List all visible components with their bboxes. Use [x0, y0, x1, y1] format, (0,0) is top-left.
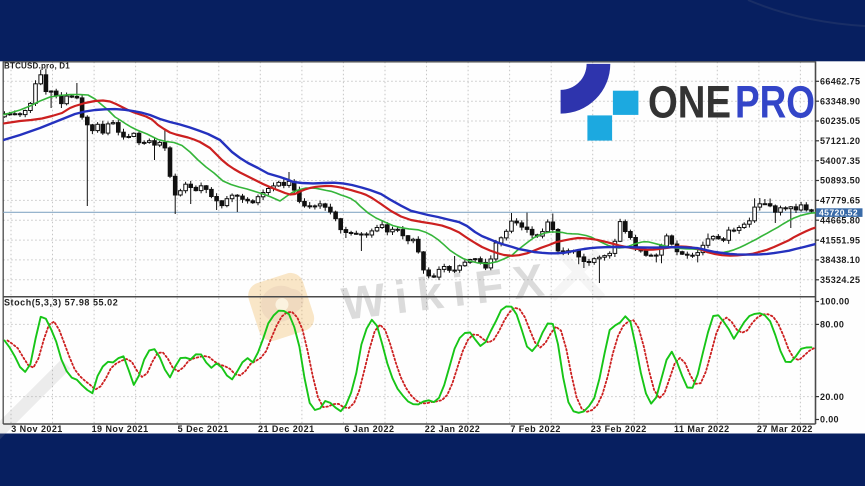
svg-text:19 Nov 2021: 19 Nov 2021 [92, 424, 149, 434]
svg-text:35324.25: 35324.25 [820, 275, 860, 285]
svg-text:66462.75: 66462.75 [820, 77, 860, 87]
svg-text:6 Jan 2022: 6 Jan 2022 [344, 424, 394, 434]
svg-text:100.00: 100.00 [820, 297, 850, 307]
svg-text:57121.20: 57121.20 [820, 136, 860, 146]
svg-text:50893.50: 50893.50 [820, 176, 860, 186]
svg-text:11 Mar 2022: 11 Mar 2022 [674, 424, 730, 434]
svg-text:3 Nov 2021: 3 Nov 2021 [11, 424, 63, 434]
svg-text:27 Mar 2022: 27 Mar 2022 [757, 424, 813, 434]
svg-text:38438.10: 38438.10 [820, 255, 860, 265]
svg-text:63348.90: 63348.90 [820, 96, 860, 106]
svg-text:7 Feb 2022: 7 Feb 2022 [510, 424, 561, 434]
svg-text:41551.95: 41551.95 [820, 235, 860, 245]
svg-text:47779.65: 47779.65 [820, 196, 860, 206]
svg-text:45720.52: 45720.52 [819, 207, 858, 217]
svg-text:PRO: PRO [735, 77, 815, 128]
svg-text:ONE: ONE [648, 77, 731, 128]
svg-text:Stoch(5,3,3) 57.98 55.02: Stoch(5,3,3) 57.98 55.02 [4, 298, 118, 308]
svg-text:BTCUSD.pro, D1: BTCUSD.pro, D1 [4, 62, 70, 71]
svg-text:54007.35: 54007.35 [820, 156, 860, 166]
svg-text:44665.80: 44665.80 [820, 215, 860, 225]
svg-text:22 Jan 2022: 22 Jan 2022 [425, 424, 481, 434]
svg-text:5 Dec 2021: 5 Dec 2021 [178, 424, 229, 434]
svg-text:0.00: 0.00 [820, 415, 839, 425]
svg-text:60235.05: 60235.05 [820, 116, 860, 126]
svg-text:23 Feb 2022: 23 Feb 2022 [591, 424, 647, 434]
svg-text:80.00: 80.00 [820, 320, 844, 330]
svg-text:21 Dec 2021: 21 Dec 2021 [258, 424, 315, 434]
svg-text:20.00: 20.00 [820, 392, 844, 402]
